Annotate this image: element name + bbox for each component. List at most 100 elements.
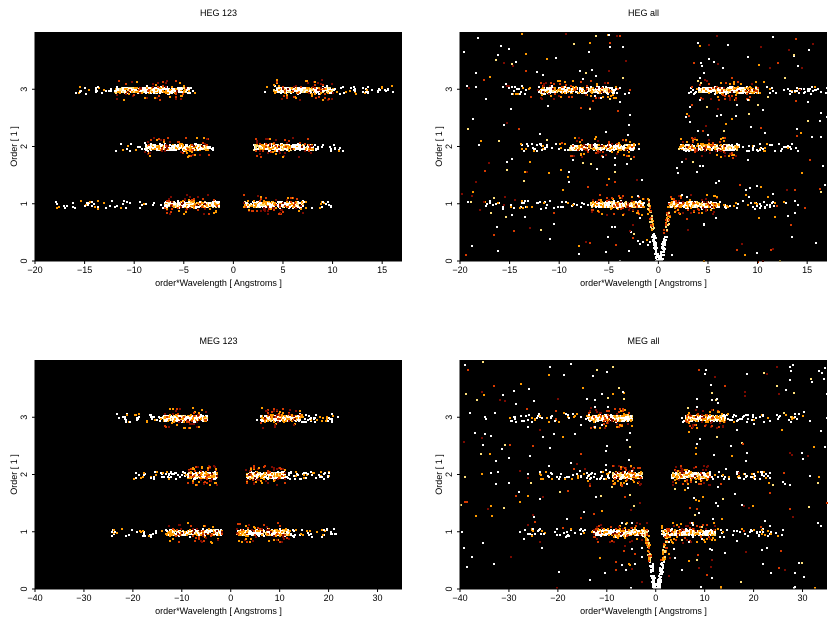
heatmap-cell: [108, 90, 110, 92]
heatmap-cell: [209, 147, 211, 149]
heatmap-cell: [572, 80, 574, 82]
heatmap-cell: [183, 85, 185, 87]
heatmap-cell: [715, 87, 717, 89]
heatmap-cell: [116, 88, 118, 90]
heatmap-cell: [633, 233, 635, 235]
heatmap-cell: [699, 146, 701, 148]
heatmap-cell: [166, 212, 168, 214]
heatmap-cell: [548, 172, 550, 174]
heatmap-cell: [516, 88, 518, 90]
heatmap-cell: [724, 152, 726, 154]
heatmap-cell: [475, 86, 477, 88]
heatmap-cell: [185, 150, 187, 152]
heatmap-cell: [593, 148, 595, 150]
heatmap-cell: [192, 149, 194, 151]
heatmap-cell: [260, 147, 262, 149]
heatmap-cell: [746, 93, 748, 95]
heatmap-cell: [506, 169, 508, 171]
heatmap-cell: [691, 104, 693, 106]
heatmap-cell: [744, 254, 746, 256]
heatmap-cell: [286, 201, 288, 203]
heatmap-cell: [771, 87, 773, 89]
heatmap-cell: [748, 145, 750, 147]
heatmap-cell: [366, 89, 368, 91]
heatmap-cell: [581, 90, 583, 92]
heatmap-cell: [283, 95, 285, 97]
heatmap-cell: [620, 201, 622, 203]
heatmap-cell: [718, 99, 720, 101]
heatmap-cell: [158, 148, 160, 150]
heatmap-cell: [783, 201, 785, 203]
heatmap-cell: [301, 146, 303, 148]
heatmap-cell: [540, 208, 542, 210]
heatmap-cell: [143, 203, 145, 205]
heatmap-cell: [194, 203, 196, 205]
heatmap-cell: [84, 205, 86, 207]
heatmap-cell: [820, 112, 822, 114]
heatmap-cell: [268, 150, 270, 152]
heatmap-cell: [265, 203, 267, 205]
heatmap-cell: [731, 86, 733, 88]
heatmap-cell: [178, 203, 180, 205]
heatmap-cell: [774, 150, 776, 152]
heatmap-cell: [700, 91, 702, 93]
heatmap-cell: [702, 91, 704, 93]
heatmap-cell: [169, 213, 171, 215]
heatmap-cell: [91, 205, 93, 207]
heatmap-cell: [794, 189, 796, 191]
heatmap-cell: [503, 62, 505, 64]
heatmap-cell: [317, 91, 319, 93]
heatmap-cell: [704, 150, 706, 152]
heatmap-cell: [191, 199, 193, 201]
heatmap-cell: [710, 201, 712, 203]
heatmap-cell: [717, 89, 719, 91]
heatmap-cell: [305, 207, 307, 209]
heatmap-cell: [308, 92, 310, 94]
heatmap-cell: [180, 98, 182, 100]
heatmap-cell: [308, 150, 310, 152]
heatmap-cell: [676, 167, 678, 169]
heatmap-cell: [608, 178, 610, 180]
heatmap-cell: [720, 144, 722, 146]
heatmap-cell: [693, 202, 695, 204]
heatmap-cell: [267, 213, 269, 215]
heatmap-cell: [629, 145, 631, 147]
heatmap-cell: [582, 78, 584, 80]
heatmap-cell: [693, 210, 695, 212]
heatmap-cell: [314, 93, 316, 95]
heatmap-cell: [154, 87, 156, 89]
heatmap-cell: [713, 211, 715, 213]
heatmap-cell: [696, 148, 698, 150]
heatmap-cell: [391, 85, 393, 87]
heatmap-cell: [762, 109, 764, 111]
y-axis-label: Order [ 1 ]: [9, 126, 19, 167]
heatmap-cell: [619, 87, 621, 89]
heatmap-cell: [345, 91, 347, 93]
heatmap-cell: [689, 204, 691, 206]
heatmap-cell: [304, 143, 306, 145]
heatmap-cell: [207, 194, 209, 196]
heatmap-cell: [611, 151, 613, 153]
heatmap-cell: [628, 151, 630, 153]
heatmap-cell: [256, 210, 258, 212]
heatmap-cell: [769, 67, 771, 69]
heatmap-cell: [309, 147, 311, 149]
chart-title: HEG all: [628, 8, 659, 18]
heatmap-cell: [691, 86, 693, 88]
heatmap-cell: [340, 87, 342, 89]
heatmap-cell: [814, 89, 816, 91]
heatmap-cell: [551, 147, 553, 149]
heatmap-cell: [809, 88, 811, 90]
heatmap-cell: [714, 146, 716, 148]
heatmap-cell: [636, 212, 638, 214]
heatmap-cell: [568, 171, 570, 173]
heatmap-cell: [204, 203, 206, 205]
heatmap-cell: [276, 81, 278, 83]
heatmap-cell: [723, 87, 725, 89]
heatmap-cell: [565, 33, 567, 35]
heatmap-cell: [279, 204, 281, 206]
heatmap-cell: [673, 199, 675, 201]
chart-panel-2: HEG all−20 −15 −10 −5 0 5 10 150123order*Wavele…: [434, 8, 828, 288]
heatmap-cell: [731, 144, 733, 146]
heatmap-cell: [265, 138, 267, 140]
